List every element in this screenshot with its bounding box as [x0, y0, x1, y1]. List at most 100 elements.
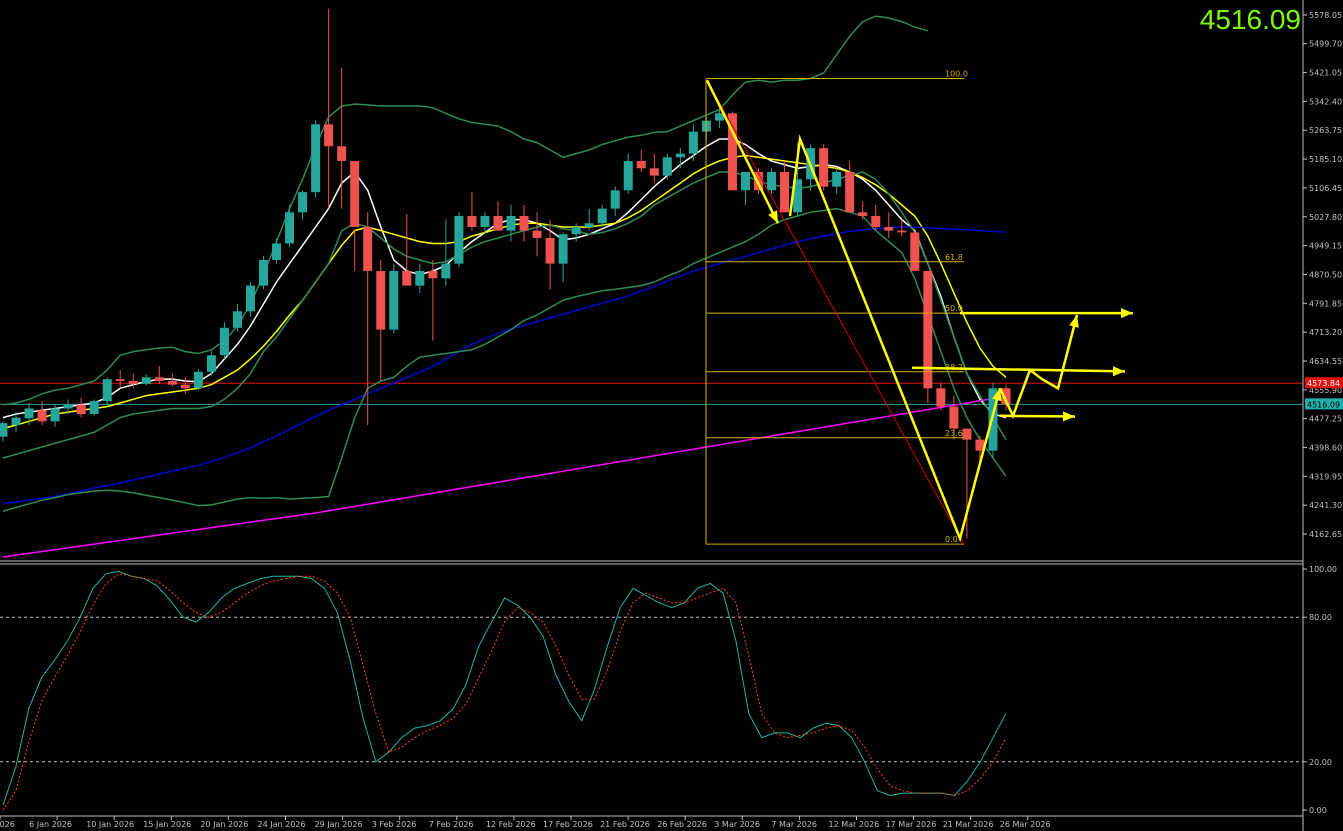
candle-body [167, 380, 177, 385]
candle-body [767, 171, 777, 191]
candle-body [871, 215, 881, 227]
stochastic-signal-line [2, 573, 1007, 811]
candle-body [272, 243, 282, 260]
time-tick-label: 7 Feb 2026 [429, 820, 474, 829]
time-tick-label: 7 Mar 2026 [771, 820, 817, 829]
price-tick-label: 4870.50 [1309, 270, 1342, 279]
fibonacci-level-label: 100.0 [945, 69, 968, 78]
price-tick-label: 5027.80 [1309, 213, 1342, 222]
candle-body [610, 190, 620, 209]
indicator-line [2, 394, 1007, 558]
price-tick-label: 5499.70 [1309, 40, 1342, 49]
candle-body [845, 171, 855, 213]
price-panel[interactable] [0, 8, 1303, 558]
analysis-arrows: 100.061.850.038.223.60.0 [705, 69, 1133, 545]
candle-body [11, 417, 21, 425]
candle-body [597, 208, 607, 224]
oscillator-tick-label: 20.00 [1309, 758, 1332, 767]
oscillator-tick-label: 100.00 [1309, 565, 1337, 574]
candle-body [141, 377, 151, 384]
candle-body [180, 384, 190, 389]
candle-body [415, 270, 425, 286]
candle-body [571, 226, 581, 235]
projection-arrow [998, 314, 1079, 420]
candle-body [467, 215, 477, 227]
arrow-head [1121, 308, 1133, 319]
candle-body [714, 113, 724, 121]
candle-body [793, 179, 803, 213]
price-tick-label: 5421.05 [1309, 69, 1342, 78]
price-tick-label: 4634.55 [1309, 357, 1342, 366]
price-axis: 5578.05 5499.70 5421.05 5342.40 5263.75 5185.… [1302, 0, 1343, 831]
time-tick-label: 12 Mar 2026 [829, 820, 880, 829]
candle-body [337, 146, 347, 161]
candle-body [24, 408, 34, 419]
candle-body [389, 270, 399, 330]
candle-body [115, 379, 125, 381]
time-tick-label: 21 Feb 2026 [600, 820, 650, 829]
candle-body [102, 379, 112, 402]
candle-body [584, 223, 594, 227]
fibonacci-level-label: 23.6 [945, 429, 963, 438]
fibonacci-trendline [705, 78, 965, 545]
candle-body [441, 263, 451, 279]
price-tick-label: 5106.45 [1309, 184, 1342, 193]
candle-body [780, 171, 790, 213]
candle-body [376, 270, 386, 330]
price-tick-label: 4162.65 [1309, 530, 1342, 539]
price-tick-label: 5578.05 [1309, 11, 1342, 20]
oscillator-tick-label: 80.00 [1309, 613, 1332, 622]
candle-body [910, 232, 920, 271]
oscillator-tick-label: 0.00 [1309, 806, 1327, 815]
projection-arrow [788, 134, 1002, 543]
candle-body [858, 212, 868, 216]
time-tick-label: 29 Jan 2026 [315, 820, 363, 829]
candle-body [428, 270, 438, 279]
candle-body [206, 355, 216, 372]
candle-body [89, 401, 99, 414]
price-tick-label: 5263.75 [1309, 126, 1342, 135]
time-tick-label: 15 Jan 2026 [143, 820, 191, 829]
projection-arrow [705, 79, 780, 224]
price-tick-label: 5185.10 [1309, 155, 1342, 164]
time-tick-label: 10 Jan 2026 [86, 820, 134, 829]
price-tick-label: 4555.90 [1309, 386, 1342, 395]
candle-body [558, 234, 568, 264]
candle-body [285, 212, 295, 244]
stochastic-oscillator-panel[interactable] [0, 570, 1303, 811]
candle-body [350, 160, 360, 227]
arrow-head [768, 210, 778, 224]
indicator-line [2, 15, 929, 406]
indicator-line [2, 154, 1007, 430]
candle-body [493, 215, 503, 231]
candle-body [363, 226, 373, 271]
price-tick-label: 4791.85 [1309, 299, 1342, 308]
time-axis: 2 Jan 2026 6 Jan 2026 10 Jan 2026 15 Jan 20… [0, 815, 1303, 829]
arrow-head [1069, 315, 1079, 328]
oscillator-axis: 100.00 80.00 20.00 0.00 [1303, 565, 1337, 815]
price-tick-label: 4319.95 [1309, 472, 1342, 481]
candle-body [37, 410, 47, 422]
projection-arrow [911, 366, 1126, 373]
candle-body [649, 168, 659, 176]
time-tick-label: 12 Feb 2026 [486, 820, 536, 829]
price-tick-label: 4713.20 [1309, 328, 1342, 337]
red-price-tag [1305, 377, 1343, 389]
candle-body [311, 124, 321, 193]
time-tick-label: 20 Jan 2026 [200, 820, 248, 829]
candle-body [727, 113, 737, 191]
candle-body [232, 311, 242, 328]
time-tick-label: 3 Feb 2026 [372, 820, 417, 829]
candle-body [754, 171, 764, 191]
time-tick-label: 26 Mar 2026 [1000, 820, 1051, 829]
candle-body [532, 230, 542, 238]
candle-body [545, 237, 555, 264]
fibonacci-level-label: 50.0 [945, 304, 963, 313]
bid-price-tag-label: 4516.09 [1307, 400, 1340, 409]
bid-price-tag [1305, 398, 1343, 410]
candle-body [259, 259, 269, 286]
candle-body [506, 215, 516, 231]
candle-body [675, 153, 685, 158]
